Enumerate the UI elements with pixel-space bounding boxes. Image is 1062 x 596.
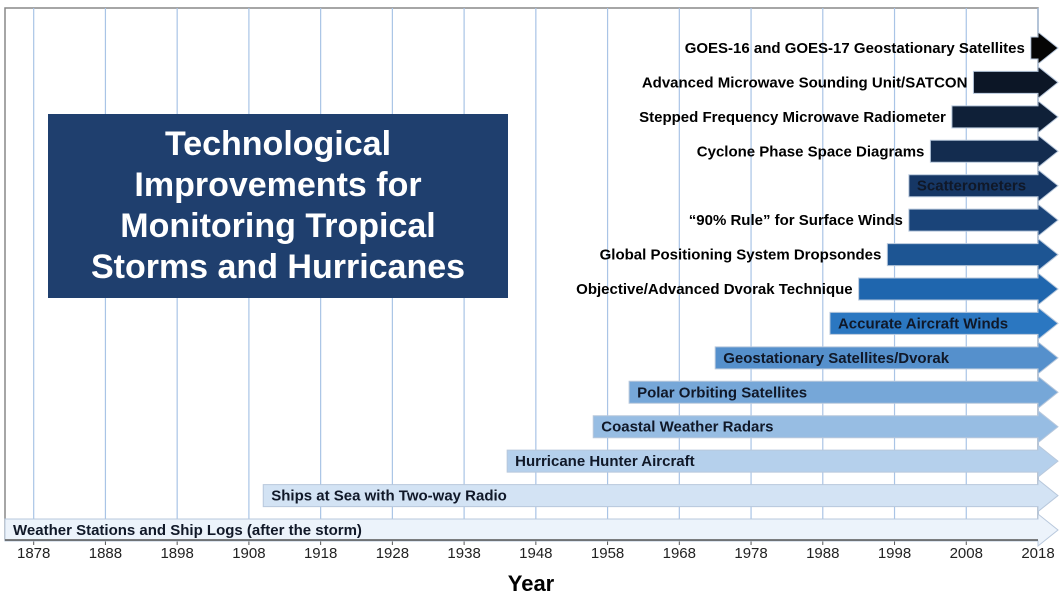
x-tick-label: 1898 bbox=[160, 545, 193, 562]
x-tick-label: 2008 bbox=[950, 545, 983, 562]
arrow-label: Accurate Aircraft Winds bbox=[838, 315, 1008, 332]
arrow-label: Objective/Advanced Dvorak Technique bbox=[576, 281, 852, 298]
arrow-label: Scatterometers bbox=[917, 178, 1026, 195]
arrow-label: Coastal Weather Radars bbox=[601, 419, 773, 436]
timeline-arrow bbox=[858, 271, 1059, 307]
x-axis-label: Year bbox=[508, 571, 555, 596]
x-tick-label: 1968 bbox=[663, 545, 696, 562]
x-tick-label: 1938 bbox=[447, 545, 480, 562]
timeline-arrow bbox=[951, 99, 1059, 134]
x-tick-label: 1998 bbox=[878, 545, 911, 562]
arrow-label: GOES-16 and GOES-17 Geostationary Satell… bbox=[685, 40, 1025, 57]
timeline-arrow bbox=[506, 444, 1059, 479]
x-tick-label: 1908 bbox=[232, 545, 265, 562]
chart-title: Technological Improvements for Monitorin… bbox=[48, 114, 508, 298]
x-tick-label: 1988 bbox=[806, 545, 839, 562]
arrow-label: Geostationary Satellites/Dvorak bbox=[723, 350, 950, 367]
timeline-arrow bbox=[908, 203, 1059, 238]
arrow-label: Stepped Frequency Microwave Radiometer bbox=[639, 109, 946, 126]
timeline-arrow bbox=[714, 340, 1059, 375]
x-tick-label: 1928 bbox=[376, 545, 409, 562]
timeline-arrow bbox=[886, 237, 1059, 272]
timeline-arrow bbox=[929, 134, 1059, 169]
x-tick-label: 1888 bbox=[89, 545, 122, 562]
arrow-label: Weather Stations and Ship Logs (after th… bbox=[13, 522, 362, 539]
timeline-arrow bbox=[262, 478, 1059, 513]
arrow-label: Cyclone Phase Space Diagrams bbox=[697, 143, 925, 160]
x-tick-label: 1948 bbox=[519, 545, 552, 562]
arrow-label: Polar Orbiting Satellites bbox=[637, 384, 807, 401]
timeline-arrow bbox=[592, 409, 1059, 444]
timeline-arrow bbox=[4, 512, 1059, 548]
x-tick-label: 1878 bbox=[17, 545, 50, 562]
arrow-label: Ships at Sea with Two-way Radio bbox=[271, 488, 507, 505]
x-tick-label: 1978 bbox=[734, 545, 767, 562]
timeline-arrow bbox=[829, 306, 1059, 341]
x-tick-label: 2018 bbox=[1021, 545, 1054, 562]
x-tick-label: 1918 bbox=[304, 545, 337, 562]
timeline-arrow bbox=[908, 168, 1059, 203]
arrow-label: “90% Rule” for Surface Winds bbox=[689, 212, 903, 229]
timeline-arrow bbox=[628, 375, 1059, 410]
arrow-label: Advanced Microwave Sounding Unit/SATCON bbox=[642, 74, 968, 91]
timeline-arrow bbox=[972, 65, 1059, 100]
timeline-arrow bbox=[1030, 30, 1059, 66]
arrow-label: Global Positioning System Dropsondes bbox=[600, 247, 882, 264]
x-tick-label: 1958 bbox=[591, 545, 624, 562]
arrow-label: Hurricane Hunter Aircraft bbox=[515, 453, 695, 470]
